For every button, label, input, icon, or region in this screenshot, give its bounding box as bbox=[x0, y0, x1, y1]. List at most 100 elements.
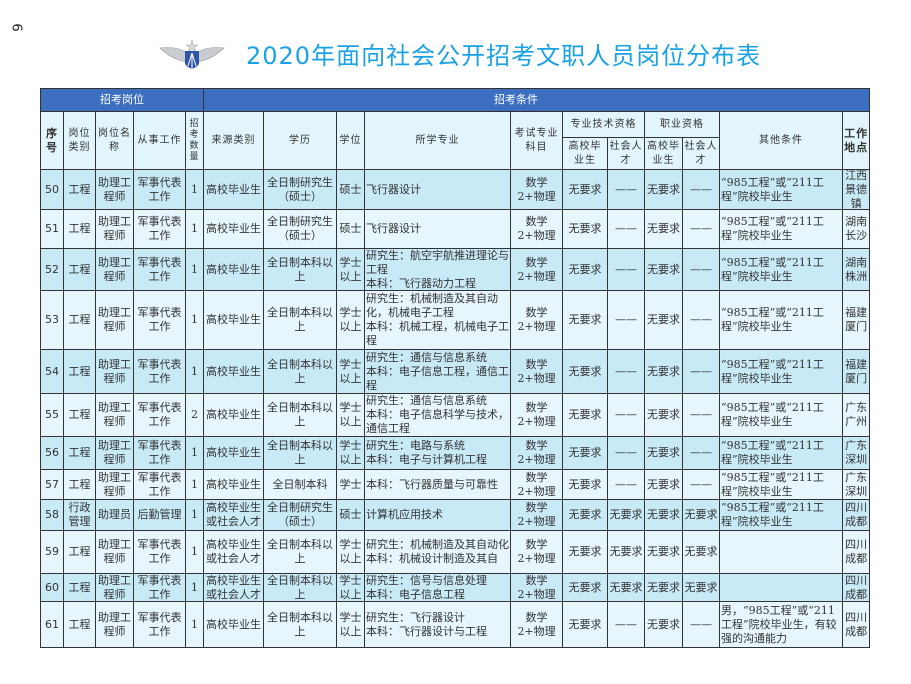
col-work: 从事工作 bbox=[133, 111, 186, 170]
cell-text: 高校毕业生 bbox=[206, 313, 262, 326]
cell-tech-social: —— bbox=[607, 469, 646, 500]
cell-education: 全日制研究生（硕士） bbox=[263, 209, 338, 249]
cell-source: 高校毕业生 bbox=[203, 290, 265, 350]
table-row: 53 工程 助理工程师 军事代表工作 1 高校毕业生 全日制本科以上 学士以上 研究生：机械制造… bbox=[40, 290, 871, 350]
cell-tech-social: 无要求 bbox=[607, 499, 646, 531]
cell-text: 无要求 bbox=[684, 508, 718, 521]
cell-education: 全日制本科以上 bbox=[263, 290, 338, 350]
cell-text: 军事代表工作 bbox=[137, 574, 182, 601]
cell-text: 数学2+物理 bbox=[517, 610, 556, 638]
cell-text: 助理工程师 bbox=[98, 215, 131, 242]
cell-text: 后勤管理 bbox=[137, 508, 182, 521]
cell-location: 湖南长沙 bbox=[842, 209, 871, 249]
cell-text: 无要求 bbox=[647, 477, 681, 491]
group-conditions-header: 招考条件 bbox=[203, 88, 871, 112]
cell-source: 高校毕业生 bbox=[203, 469, 265, 500]
cell-location: 湖南株洲 bbox=[842, 248, 871, 291]
cell-title: 助理工程师 bbox=[95, 393, 134, 437]
cell-other: “985工程”或“211工程”院校毕业生 bbox=[719, 349, 844, 394]
cell-text: 无要求 bbox=[647, 408, 681, 421]
cell-text: 全日制本科以上 bbox=[267, 574, 334, 601]
cell-text: 工程 bbox=[68, 617, 91, 631]
cell-voc-social: 无要求 bbox=[682, 530, 721, 574]
cell-text: 全日制本科以上 bbox=[267, 401, 334, 428]
cell-no: 52 bbox=[40, 248, 64, 291]
cell-major: 本科：飞行器质量与可靠性 bbox=[364, 469, 512, 500]
cell-text: 军事代表工作 bbox=[137, 215, 182, 242]
cell-text: “985工程”或“211工程”院校毕业生 bbox=[721, 306, 824, 333]
cell-category: 工程 bbox=[63, 393, 96, 437]
cell-text: 1 bbox=[191, 222, 199, 235]
cell-education: 全日制本科以上 bbox=[263, 573, 338, 602]
cell-text: 工程 bbox=[68, 446, 91, 459]
cell-voc-grad: 无要求 bbox=[644, 393, 684, 437]
cell-category: 工程 bbox=[63, 349, 96, 394]
cell-location: 江西景德镇 bbox=[842, 169, 871, 210]
cell-text: 全日制研究生（硕士） bbox=[267, 175, 334, 203]
group-position-header: 招考岗位 bbox=[39, 88, 205, 112]
table-row: 59 工程 助理工程师 军事代表工作 1 高校毕业生或社会人才 全日制本科以上 学士以上 研究生… bbox=[40, 530, 871, 574]
cell-text: 1 bbox=[191, 262, 199, 276]
cell-title: 助理工程师 bbox=[95, 248, 134, 291]
cell-degree: 学士以上 bbox=[336, 601, 366, 648]
cell-source: 高校毕业生 bbox=[203, 209, 265, 249]
column-subheader-row: 高校毕业生 社会人才 高校毕业生 社会人才 bbox=[41, 137, 870, 170]
cell-location: 广东广州 bbox=[842, 393, 871, 437]
cell-text: 高校毕业生 bbox=[206, 477, 262, 491]
cell-exam: 数学2+物理 bbox=[510, 499, 564, 531]
cell-other: “985工程”或“211工程”院校毕业生 bbox=[719, 499, 844, 531]
cell-text: 59 bbox=[45, 545, 59, 558]
cell-text: 军事代表工作 bbox=[137, 470, 182, 498]
cell-text: 助理工程师 bbox=[98, 357, 131, 385]
cell-title: 助理工程师 bbox=[95, 436, 134, 470]
cell-text: 无要求 bbox=[647, 545, 681, 558]
cell-count: 1 bbox=[184, 601, 205, 648]
cell-text: 2 bbox=[191, 408, 199, 421]
cell-voc-grad: 无要求 bbox=[644, 209, 684, 249]
cell-no: 53 bbox=[40, 290, 64, 350]
cell-exam: 数学2+物理 bbox=[510, 601, 564, 648]
cell-count: 1 bbox=[184, 169, 205, 210]
cell-work: 军事代表工作 bbox=[133, 436, 186, 470]
cell-text: —— bbox=[615, 313, 638, 326]
cell-no: 58 bbox=[40, 499, 64, 531]
cell-category: 工程 bbox=[63, 436, 96, 470]
cell-title: 助理工程师 bbox=[95, 169, 134, 210]
cell-text: 研究生：通信与信息系统 本科：电子信息科学与技术，通信工程 bbox=[366, 394, 510, 436]
cell-text: 无要求 bbox=[647, 508, 681, 521]
cell-category: 工程 bbox=[63, 209, 96, 249]
cell-text: —— bbox=[690, 262, 713, 276]
table-row: 55 工程 助理工程师 军事代表工作 2 高校毕业生 全日制本科以上 学士以上 研究生：通信与信… bbox=[40, 393, 871, 437]
cell-text: 广东深圳 bbox=[845, 439, 868, 466]
cell-text: 无要求 bbox=[647, 182, 681, 196]
table-row: 56 工程 助理工程师 军事代表工作 1 高校毕业生 全日制本科以上 学士以上 研究生：电路与系… bbox=[40, 436, 871, 470]
cell-voc-grad: 无要求 bbox=[644, 248, 684, 291]
cell-text: 计算机应用技术 bbox=[366, 508, 444, 521]
cell-other: “985工程”或“211工程”院校毕业生 bbox=[719, 248, 844, 291]
cell-education: 全日制本科以上 bbox=[263, 248, 338, 291]
cell-text: 无要求 bbox=[609, 508, 643, 521]
cell-text: 军事代表工作 bbox=[137, 357, 182, 385]
cell-title: 助理员 bbox=[95, 499, 134, 531]
cell-major: 计算机应用技术 bbox=[364, 499, 512, 531]
cell-text: 飞行器设计 bbox=[366, 182, 422, 196]
cell-text: 行政管理 bbox=[68, 501, 91, 528]
cell-voc-grad: 无要求 bbox=[644, 601, 684, 648]
cell-text: 57 bbox=[45, 477, 59, 491]
cell-text: 高校毕业生 bbox=[206, 446, 262, 459]
cell-title: 助理工程师 bbox=[95, 349, 134, 394]
cell-text: 无要求 bbox=[647, 262, 681, 276]
cell-text: —— bbox=[615, 617, 638, 631]
cell-text: 助理工程师 bbox=[98, 470, 131, 498]
cell-education: 全日制本科以上 bbox=[263, 601, 338, 648]
cell-voc-social: 无要求 bbox=[682, 499, 721, 531]
col-major: 所学专业 bbox=[364, 111, 512, 170]
cell-text: 学士以上 bbox=[339, 401, 362, 428]
cell-source: 高校毕业生或社会人才 bbox=[203, 573, 265, 602]
cell-text: 高校毕业生 bbox=[206, 262, 262, 276]
cell-text: 学士以上 bbox=[339, 538, 362, 565]
cell-text: 军事代表工作 bbox=[137, 538, 182, 565]
cell-location: 四川成都 bbox=[842, 499, 871, 531]
cell-text: —— bbox=[690, 222, 713, 235]
col-tech-grad: 高校毕业生 bbox=[562, 137, 609, 170]
